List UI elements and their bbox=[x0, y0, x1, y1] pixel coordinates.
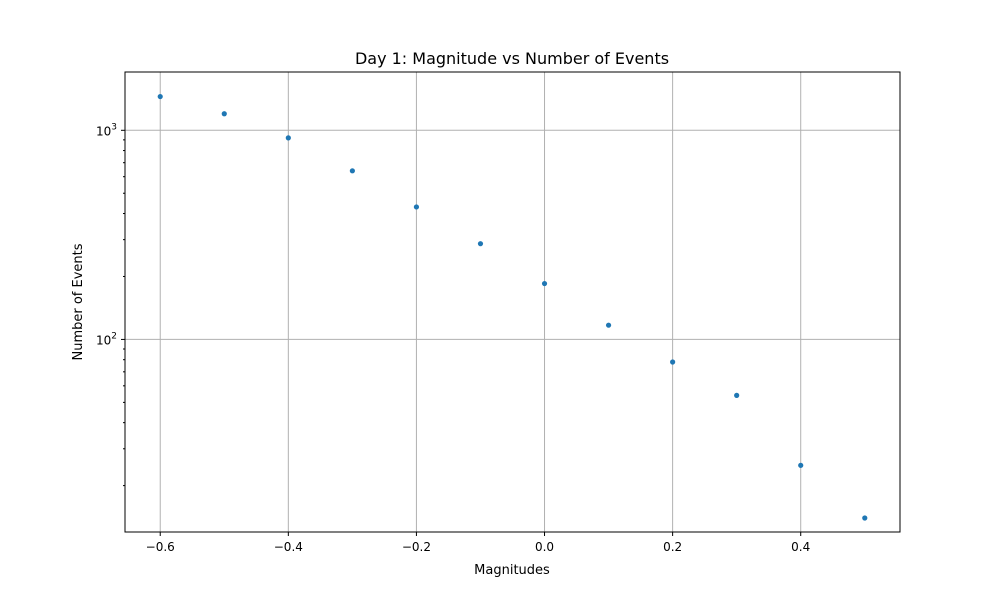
x-tick-label: 0.4 bbox=[791, 540, 810, 554]
data-point bbox=[862, 515, 868, 521]
x-tick-label: −0.6 bbox=[146, 540, 175, 554]
y-axis-ticks: 102 103 bbox=[96, 122, 125, 487]
data-point bbox=[349, 168, 355, 174]
data-point bbox=[477, 241, 484, 247]
y-tick-label: 102 bbox=[96, 331, 117, 347]
data-point bbox=[798, 462, 804, 468]
plot-frame bbox=[124, 71, 901, 533]
x-tick-label: −0.4 bbox=[274, 540, 303, 554]
data-point bbox=[670, 359, 676, 365]
data-points bbox=[157, 93, 868, 521]
data-point bbox=[541, 280, 548, 287]
grid-lines bbox=[125, 72, 900, 532]
data-point bbox=[734, 392, 740, 398]
chart-title: Day 1: Magnitude vs Number of Events bbox=[355, 49, 669, 68]
data-point bbox=[605, 322, 612, 328]
x-axis-label: Magnitudes bbox=[474, 563, 550, 578]
y-axis-label: Number of Events bbox=[71, 243, 86, 360]
x-tick-label: 0.2 bbox=[663, 540, 682, 554]
data-point bbox=[413, 204, 420, 210]
data-point bbox=[285, 135, 291, 141]
x-tick-label: 0.0 bbox=[535, 540, 554, 554]
data-point bbox=[157, 93, 163, 100]
data-point bbox=[221, 111, 227, 117]
y-tick-label: 103 bbox=[96, 122, 117, 138]
x-tick-label: −0.2 bbox=[402, 540, 431, 554]
x-axis-ticks: −0.6 −0.4 −0.2 0.0 0.2 0.4 bbox=[146, 532, 810, 554]
